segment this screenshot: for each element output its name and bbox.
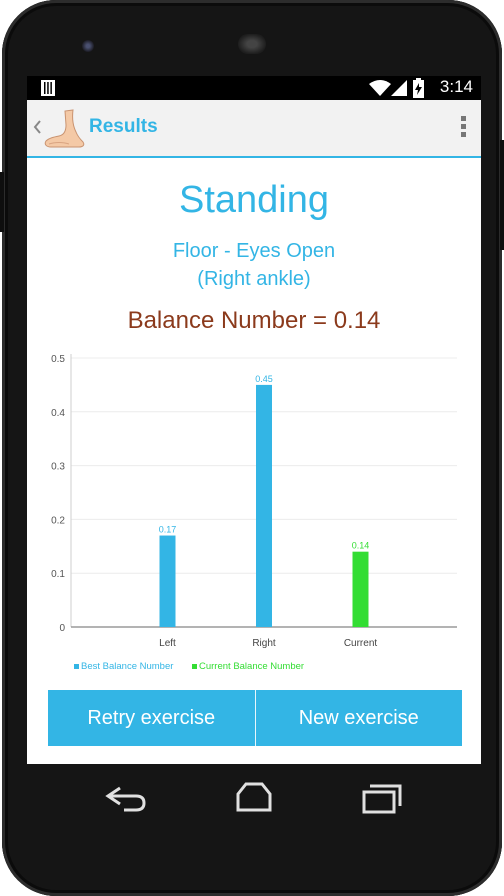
up-navigation[interactable]: Results xyxy=(27,100,187,156)
legend-label: Current Balance Number xyxy=(199,661,304,672)
exercise-heading: Standing xyxy=(178,179,329,221)
signal-icon xyxy=(391,80,407,96)
y-tick-label: 0.5 xyxy=(51,354,65,365)
balance-chart: 0 0.1 0.2 0.3 0.4 0.5 0.17 Left 0.45 Right 0.14 Cur… xyxy=(51,354,457,672)
data-label: 0.17 xyxy=(159,525,177,535)
wifi-icon xyxy=(369,80,391,96)
legend-swatch xyxy=(192,664,197,669)
nav-recent-apps-icon[interactable] xyxy=(358,780,406,816)
screen: 3:14 Results Standing Floor - Eyes Open … xyxy=(27,76,481,764)
y-tick-label: 0.2 xyxy=(51,515,65,526)
new-exercise-button[interactable]: New exercise xyxy=(254,690,462,746)
notification-icon xyxy=(41,80,55,96)
navigation-bar xyxy=(2,770,502,830)
bar-current xyxy=(352,551,369,627)
nav-back-icon[interactable] xyxy=(102,782,150,814)
front-camera xyxy=(82,40,94,52)
y-tick-label: 0 xyxy=(59,623,65,634)
data-label: 0.14 xyxy=(352,541,370,551)
foot-logo-icon xyxy=(44,109,85,148)
status-bar: 3:14 xyxy=(27,76,481,100)
y-tick-label: 0.1 xyxy=(51,569,65,580)
battery-charging-icon xyxy=(413,78,424,98)
y-tick-label: 0.3 xyxy=(51,462,65,473)
action-bar: Results xyxy=(27,100,481,158)
overflow-menu-icon[interactable] xyxy=(457,116,469,142)
action-bar-title: Results xyxy=(89,116,158,137)
volume-button xyxy=(500,140,504,250)
x-tick-label: Left xyxy=(159,638,176,649)
legend-label: Best Balance Number xyxy=(81,661,173,672)
bar-left xyxy=(159,535,176,627)
x-tick-label: Current xyxy=(344,638,378,649)
power-button xyxy=(0,172,4,232)
balance-number: Balance Number = 0.14 xyxy=(127,307,381,334)
exercise-condition: Floor - Eyes Open xyxy=(172,240,336,262)
back-chevron-icon xyxy=(33,120,41,134)
status-time: 3:14 xyxy=(439,77,473,96)
data-label: 0.45 xyxy=(255,374,273,384)
earpiece-speaker xyxy=(238,34,266,54)
legend-swatch xyxy=(74,664,79,669)
y-tick-label: 0.4 xyxy=(51,408,65,419)
bar-right xyxy=(256,384,272,627)
exercise-side: (Right ankle) xyxy=(197,268,311,290)
x-tick-label: Right xyxy=(252,638,276,649)
nav-home-icon[interactable] xyxy=(230,780,278,816)
retry-exercise-button[interactable]: Retry exercise xyxy=(48,690,255,746)
action-buttons: Retry exercise New exercise xyxy=(48,690,462,746)
